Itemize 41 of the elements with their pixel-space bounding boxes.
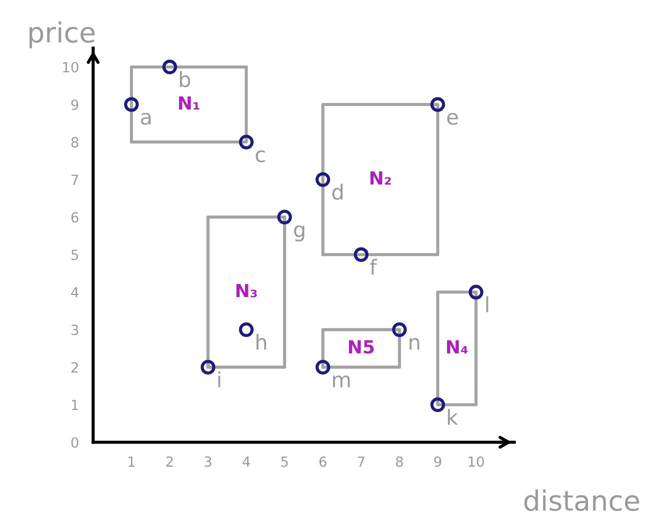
annotation: b [180,71,190,88]
y-tick-label: 2 [71,362,78,372]
series-label: N₃ [236,284,257,298]
x-axis-title: distance [524,490,640,512]
annotation: l [486,296,488,312]
y-tick-label: 3 [71,324,78,336]
annotation: d [332,184,343,200]
x-tick-label: 5 [281,456,288,467]
x-tick-label: 6 [319,456,326,467]
y-tick-label: 4 [71,287,78,298]
y-tick-label: 1 [72,400,78,410]
x-tick-label: 10 [468,456,484,467]
annotation: g [294,225,304,242]
y-tick-label: 10 [63,62,78,72]
annotation: k [448,408,458,425]
y-tick-label: 0 [71,437,78,448]
x-tick-label: 7 [358,456,364,467]
annotation: c [256,150,265,162]
series-label: N5 [348,340,374,354]
y-tick-label: 9 [71,99,78,110]
y-tick-label: 7 [72,174,78,185]
x-tick-label: 4 [242,456,250,467]
x-tick-label: 9 [434,456,442,467]
annotation: f [370,258,378,275]
annotation: m [333,376,350,388]
annotation: i [218,371,220,388]
x-tick-label: 8 [396,456,403,467]
series-label: N₁ [179,96,200,110]
y-tick-label: 6 [71,212,78,223]
x-tick-label: 2 [166,456,173,467]
x-tick-label: 3 [204,456,212,467]
annotation: a [141,112,151,125]
y-tick-label: 5 [72,250,78,260]
annotation: e [447,112,458,125]
y-tick-label: 8 [71,136,78,148]
x-tick-label: 1 [128,456,135,467]
series-label: N₄ [447,340,468,354]
annotation: h [256,334,266,350]
annotation: n [410,338,420,350]
text: N₂ [370,171,391,185]
y-axis-title: price [30,21,95,48]
